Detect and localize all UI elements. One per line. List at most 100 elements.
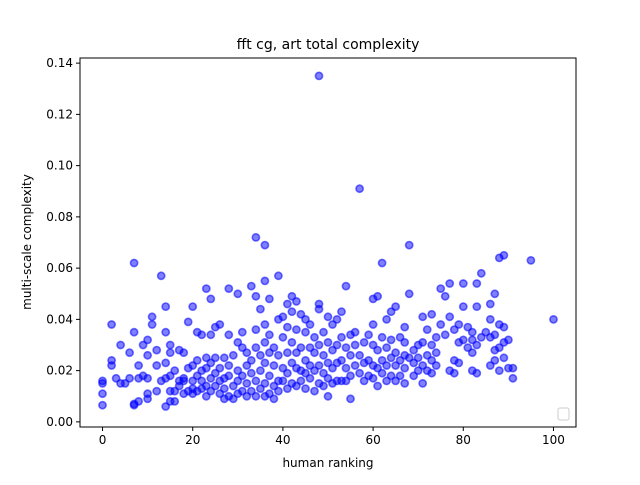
data-point bbox=[337, 307, 346, 317]
data-point bbox=[454, 320, 464, 329]
data-point bbox=[427, 309, 437, 319]
data-point bbox=[323, 337, 333, 347]
data-point bbox=[418, 378, 428, 388]
data-point bbox=[314, 361, 324, 370]
data-point bbox=[224, 371, 234, 381]
data-point bbox=[346, 350, 355, 360]
data-point bbox=[116, 340, 125, 350]
data-point bbox=[472, 302, 482, 311]
data-point bbox=[264, 371, 274, 381]
data-point bbox=[449, 368, 459, 378]
data-point bbox=[161, 302, 171, 311]
data-point bbox=[382, 343, 391, 352]
data-point bbox=[287, 307, 297, 317]
data-point bbox=[282, 368, 292, 378]
data-point bbox=[350, 340, 360, 350]
data-point bbox=[359, 337, 369, 347]
data-point bbox=[350, 327, 360, 337]
data-point bbox=[364, 330, 373, 340]
data-point bbox=[319, 327, 328, 337]
data-point bbox=[215, 320, 225, 329]
data-point bbox=[210, 353, 220, 363]
data-point bbox=[445, 279, 455, 288]
data-point bbox=[373, 381, 382, 391]
data-point bbox=[431, 332, 441, 342]
data-point bbox=[485, 314, 495, 324]
data-point bbox=[260, 276, 270, 286]
data-point bbox=[251, 325, 261, 334]
chart-title: fft cg, art total complexity bbox=[237, 37, 420, 53]
x-tick-label: 0 bbox=[99, 433, 107, 447]
data-point bbox=[549, 314, 558, 324]
points-layer bbox=[98, 71, 558, 411]
data-point bbox=[323, 312, 333, 322]
data-point bbox=[350, 361, 360, 370]
data-point bbox=[296, 376, 306, 386]
data-point bbox=[152, 345, 162, 355]
data-point bbox=[170, 396, 180, 406]
data-point bbox=[251, 376, 261, 386]
data-point bbox=[170, 366, 180, 375]
x-tick-label: 20 bbox=[185, 433, 200, 447]
data-point bbox=[310, 348, 319, 358]
data-point bbox=[404, 240, 414, 250]
data-point bbox=[143, 373, 152, 383]
data-point bbox=[377, 368, 387, 378]
data-point bbox=[179, 348, 189, 358]
data-point bbox=[319, 350, 328, 360]
data-point bbox=[264, 330, 274, 340]
data-point bbox=[125, 348, 135, 358]
data-point bbox=[296, 343, 306, 352]
data-point bbox=[314, 71, 324, 81]
data-point bbox=[508, 363, 518, 373]
x-tick-label: 80 bbox=[456, 433, 471, 447]
data-point bbox=[156, 271, 166, 281]
data-point bbox=[341, 343, 351, 352]
ticks-layer: 0 20 40 60 80 100 0.00 0.02 0.04 0.06 0.08 0.10 0.12… bbox=[46, 56, 565, 447]
data-point bbox=[278, 332, 288, 342]
data-point bbox=[508, 373, 518, 383]
data-point bbox=[233, 289, 243, 299]
data-point bbox=[269, 343, 279, 352]
data-point bbox=[206, 330, 216, 340]
data-point bbox=[323, 391, 333, 401]
data-point bbox=[246, 386, 256, 396]
data-point bbox=[301, 384, 310, 393]
data-point bbox=[228, 350, 238, 360]
data-point bbox=[260, 240, 270, 250]
data-point bbox=[503, 335, 513, 345]
data-point bbox=[246, 355, 256, 365]
data-point bbox=[386, 335, 396, 345]
data-point bbox=[467, 327, 477, 337]
data-point bbox=[224, 330, 234, 340]
y-tick-label: 0.12 bbox=[46, 107, 73, 121]
data-point bbox=[310, 332, 319, 342]
data-point bbox=[458, 302, 468, 311]
data-point bbox=[346, 371, 355, 381]
data-point bbox=[445, 312, 455, 322]
data-point bbox=[301, 327, 310, 337]
data-point bbox=[260, 358, 270, 368]
data-point bbox=[341, 363, 351, 373]
data-point bbox=[125, 373, 135, 383]
data-point bbox=[98, 389, 107, 399]
data-point bbox=[260, 378, 270, 388]
data-point bbox=[377, 332, 387, 342]
data-point bbox=[161, 327, 171, 337]
data-point bbox=[201, 284, 211, 293]
data-point bbox=[436, 284, 446, 293]
data-point bbox=[264, 294, 274, 304]
data-point bbox=[237, 327, 247, 337]
y-tick-label: 0.14 bbox=[46, 56, 73, 70]
data-point bbox=[152, 361, 162, 370]
data-point bbox=[472, 279, 482, 288]
data-point bbox=[431, 361, 441, 370]
data-point bbox=[107, 355, 116, 365]
data-point bbox=[282, 322, 292, 332]
data-point bbox=[305, 320, 315, 329]
data-point bbox=[422, 325, 432, 334]
data-point bbox=[224, 284, 234, 293]
data-point bbox=[251, 232, 261, 242]
data-point bbox=[143, 389, 152, 399]
